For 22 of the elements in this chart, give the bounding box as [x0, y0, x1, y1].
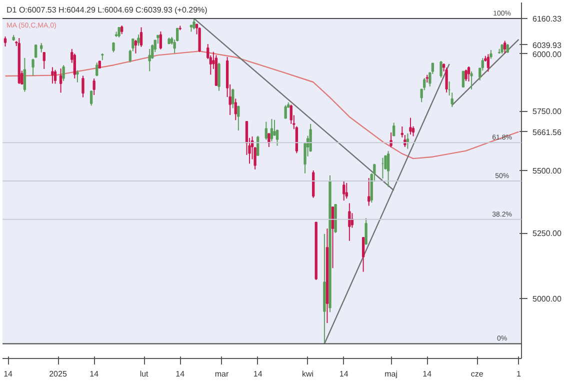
y-tick-label: 5500.00 [532, 166, 562, 176]
x-tick-label: 14 [339, 370, 349, 378]
y-tick-label: 5250.00 [532, 229, 562, 238]
x-tick-label: 14 [90, 370, 100, 378]
x-tick-label: 14 [253, 370, 263, 378]
y-tick-label: 6160.33 [532, 14, 562, 24]
x-tick-label: 2025 [49, 370, 68, 378]
x-tick-label: 14 [176, 370, 186, 378]
x-tick-label: kwi [302, 370, 314, 378]
x-tick-label: mar [214, 370, 229, 378]
x-tick-label: 14 [4, 370, 14, 378]
x-tick-label: cze [470, 370, 484, 378]
x-tick-label: 14 [422, 370, 432, 378]
y-tick-label: 5661.56 [532, 128, 562, 137]
x-tick-label: maj [384, 370, 398, 378]
x-tick-label: 1 [516, 370, 522, 378]
y-tick-label: 5750.00 [532, 107, 562, 116]
y-tick-label: 6039.93 [532, 40, 562, 50]
x-tick-label: lut [140, 370, 150, 378]
y-tick-label: 5000.00 [532, 294, 562, 304]
y-tick-label: 6000.00 [532, 50, 562, 59]
chart-title: D1 O:6007.53 H:6044.29 L:6004.69 C:6039.93 (+0.29%) [6, 6, 208, 14]
